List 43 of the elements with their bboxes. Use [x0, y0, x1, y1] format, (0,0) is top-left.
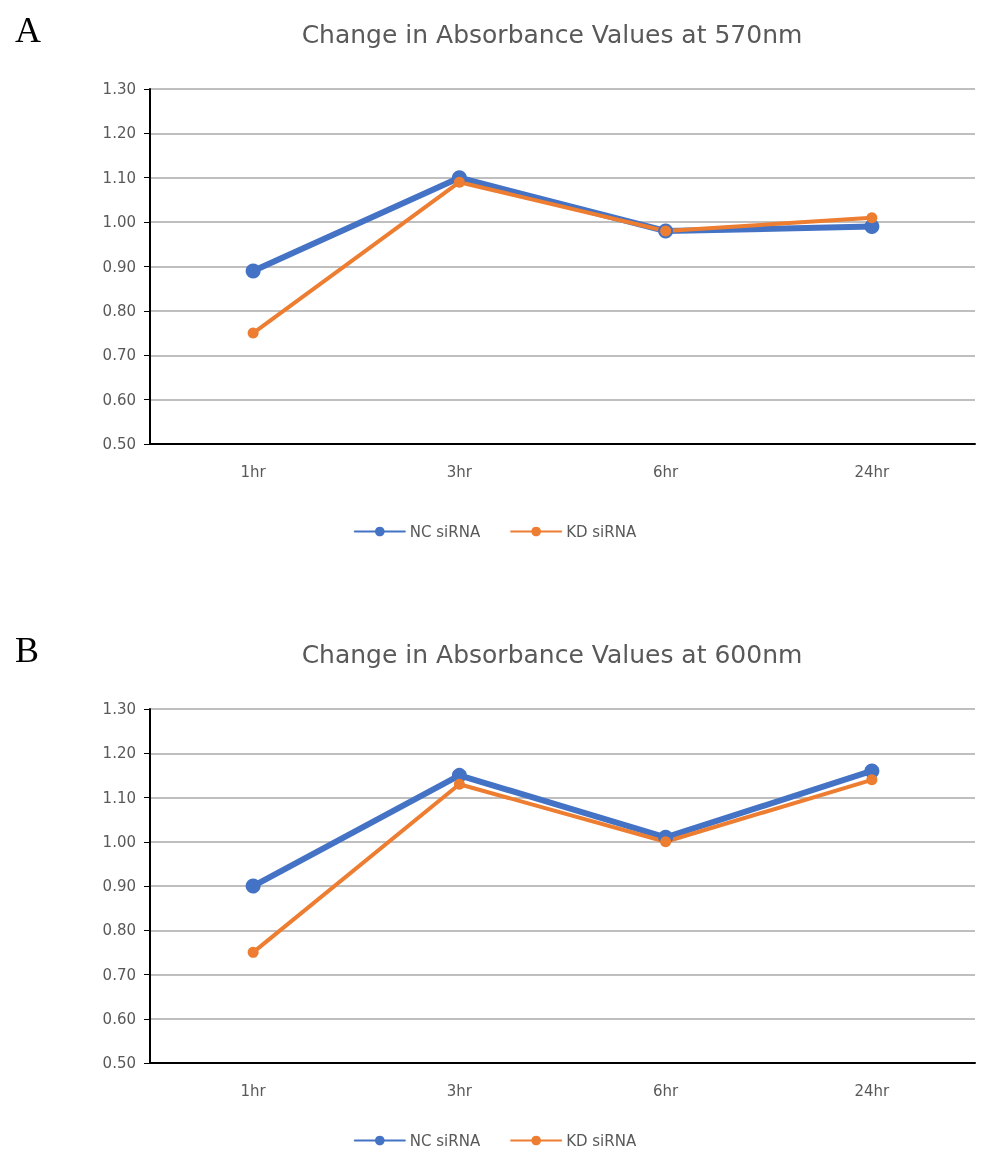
- legend-label: NC siRNA: [409, 1131, 481, 1150]
- point: [247, 946, 259, 958]
- y-tick-label: 1.00: [102, 213, 136, 232]
- y-tick-label: 0.70: [102, 965, 136, 984]
- x-tick-label: 1hr: [240, 1081, 267, 1100]
- point: [866, 774, 878, 786]
- y-tick-label: 0.50: [102, 1054, 136, 1072]
- y-tick-label: 0.50: [102, 435, 136, 453]
- x-tick-label: 6hr: [653, 1081, 680, 1100]
- x-tick-label: 24hr: [854, 1081, 891, 1100]
- y-tick-label: 0.90: [102, 877, 136, 895]
- y-tick-label: 0.60: [102, 1009, 136, 1028]
- x-tick-label: 24hr: [854, 462, 891, 481]
- point: [247, 327, 259, 339]
- y-tick-label: 0.90: [102, 257, 136, 276]
- y-tick-label: 0.80: [102, 301, 136, 320]
- y-tick-label: 0.80: [102, 921, 136, 940]
- y-tick-label: 1.30: [102, 700, 136, 718]
- point: [453, 778, 465, 790]
- y-tick-label: 1.20: [102, 124, 136, 143]
- x-tick-label: 1hr: [240, 462, 267, 481]
- point: [660, 836, 672, 848]
- x-tick-label: 3hr: [446, 1081, 473, 1100]
- y-tick-label: 1.10: [102, 168, 136, 187]
- x-tick-label: 3hr: [446, 462, 473, 481]
- y-tick-label: 1.30: [102, 80, 136, 98]
- y-tick-label: 1.20: [102, 744, 136, 763]
- chart-title: Change in Absorbance Values at 600nm: [301, 640, 803, 669]
- legend-label: KD siRNA: [566, 1131, 637, 1150]
- x-tick-label: 6hr: [653, 462, 680, 481]
- point: [245, 878, 261, 894]
- chart-title: Change in Absorbance Values at 570nm: [301, 20, 803, 49]
- y-tick-label: 1.00: [102, 832, 136, 851]
- point: [866, 212, 878, 224]
- y-tick-label: 0.60: [102, 390, 136, 409]
- text: B: [15, 630, 40, 670]
- legend-label: KD siRNA: [566, 522, 637, 541]
- y-tick-label: 0.70: [102, 346, 136, 365]
- y-tick-label: 1.10: [102, 788, 136, 807]
- text: A: [15, 10, 41, 50]
- point: [245, 263, 261, 279]
- point: [453, 176, 465, 188]
- legend-label: NC siRNA: [409, 522, 481, 541]
